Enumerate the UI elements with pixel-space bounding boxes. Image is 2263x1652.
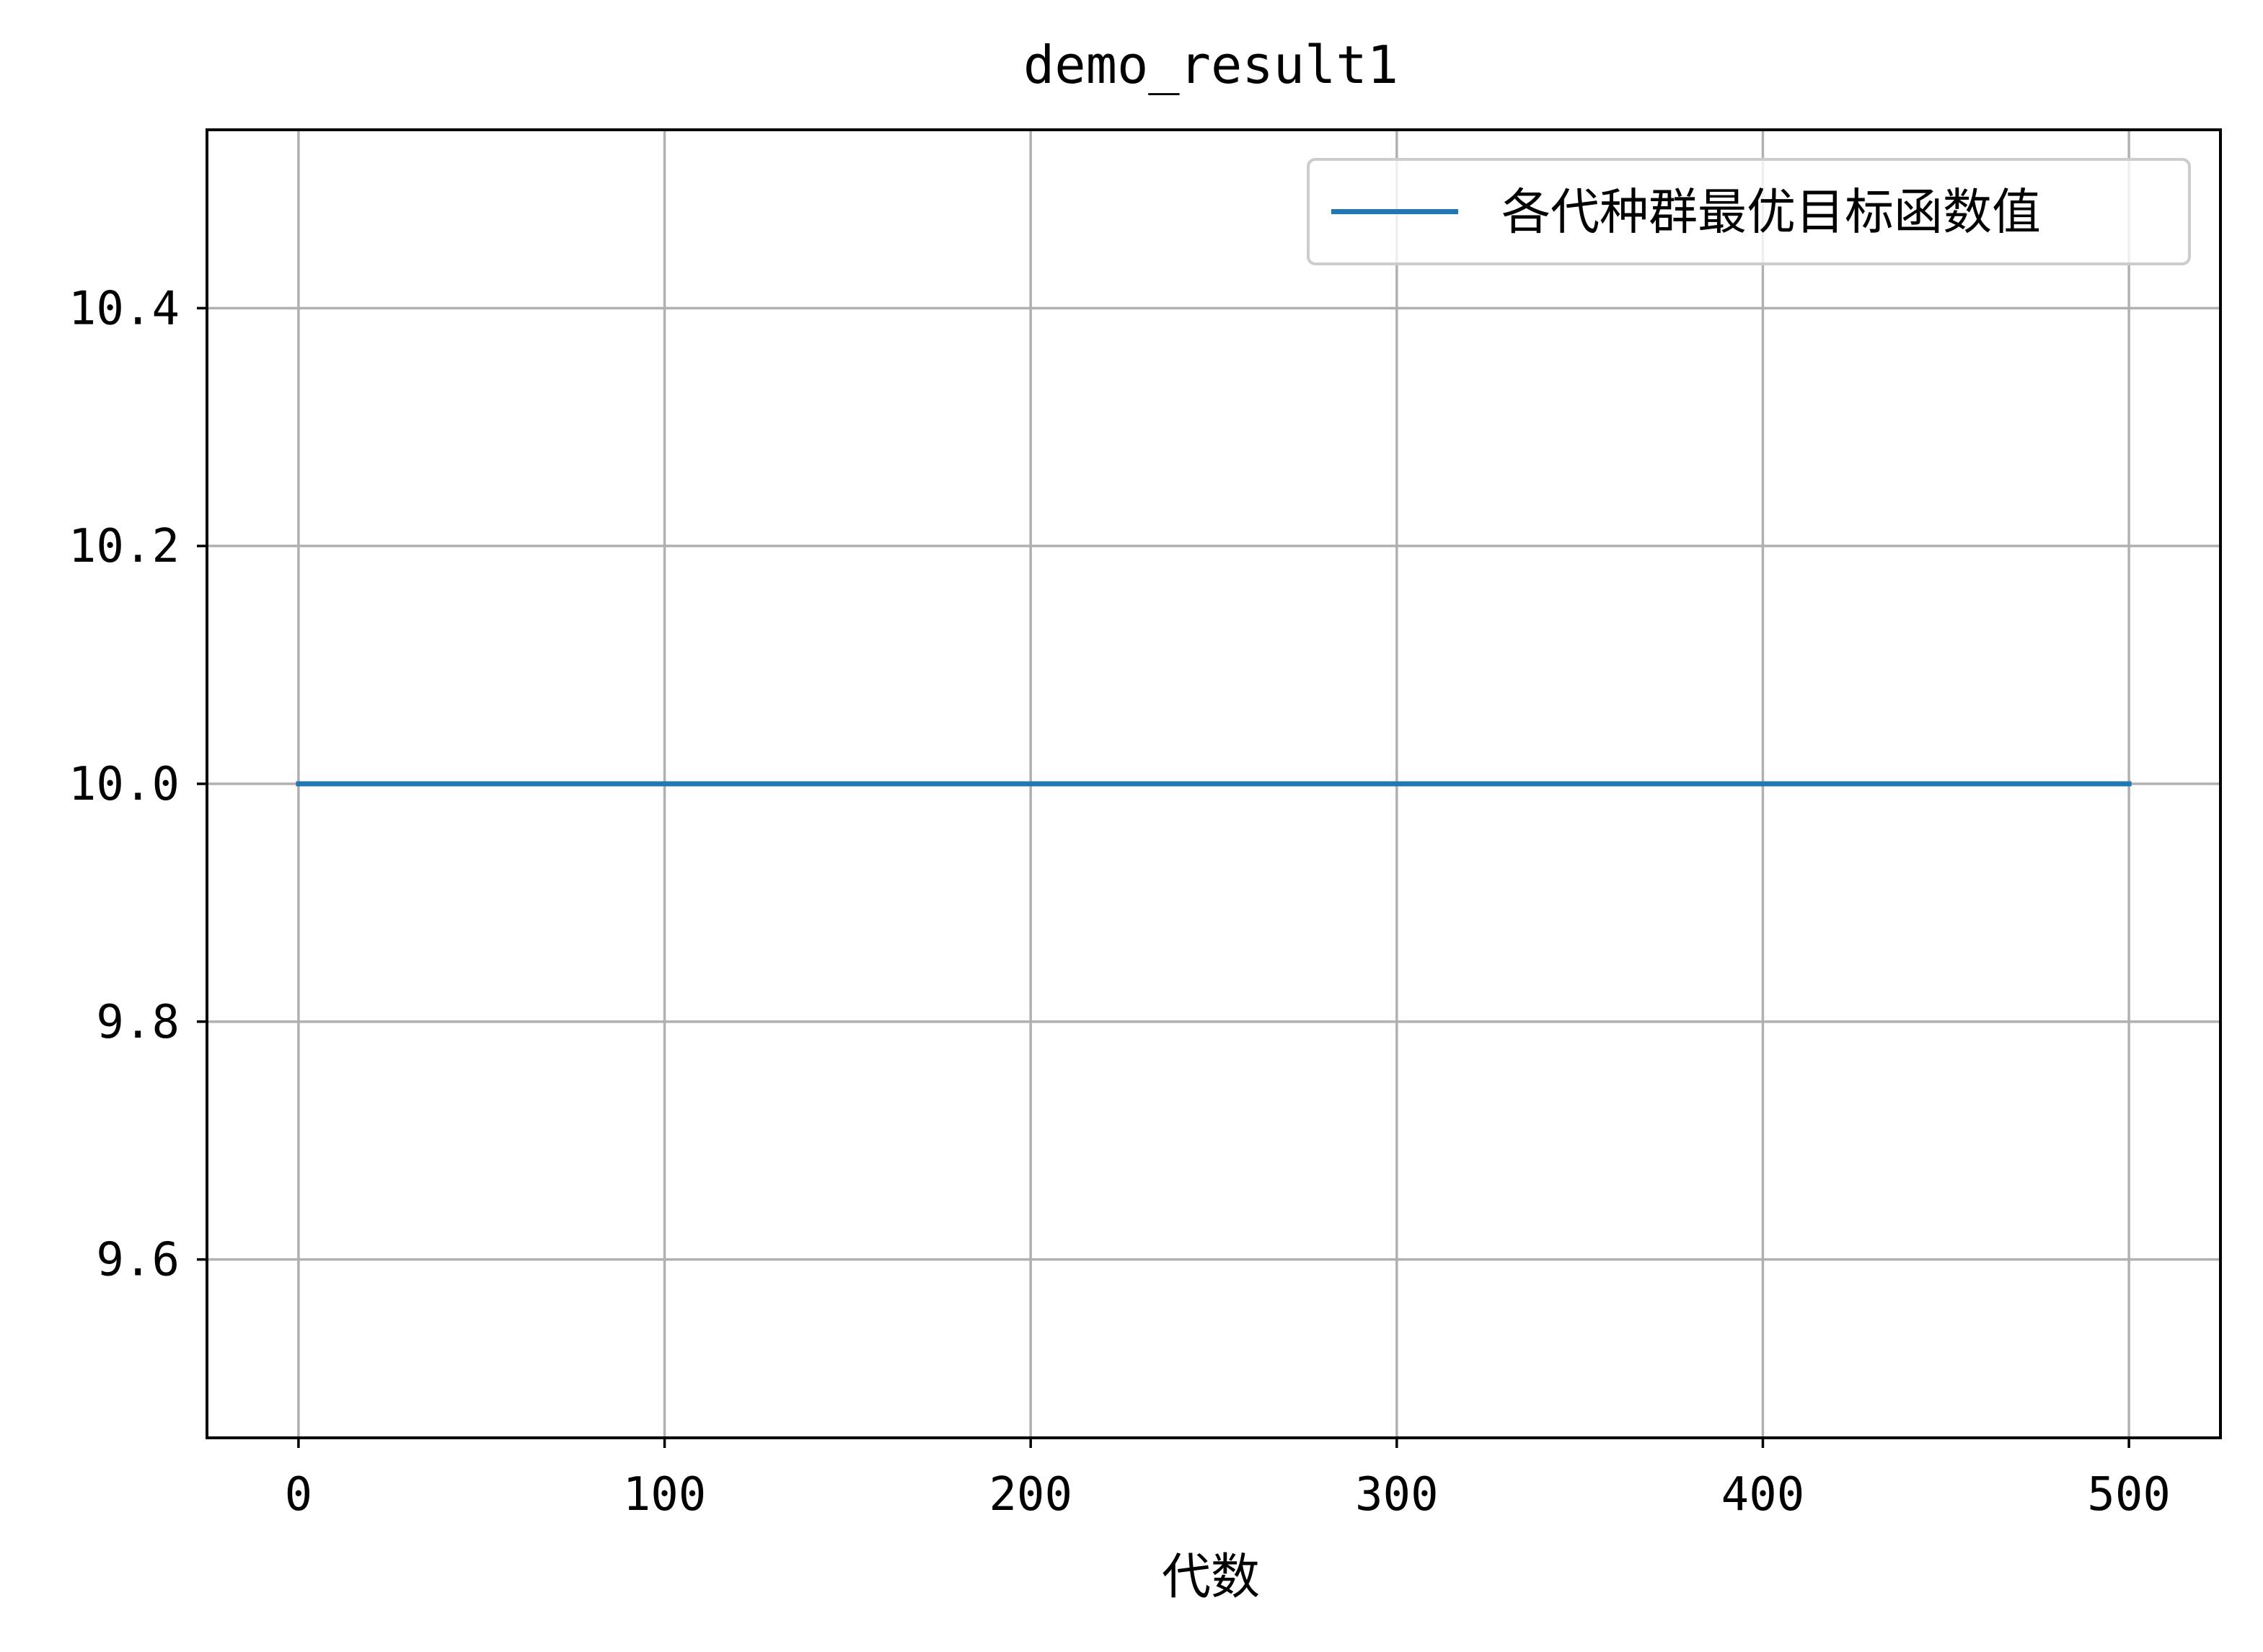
x-axis: 0 100 200 300 400 500 xyxy=(285,1438,2171,1521)
y-axis: 9.6 9.8 10.0 10.2 10.4 xyxy=(69,282,207,1287)
chart-title: demo_result1 xyxy=(1023,35,1398,95)
legend-box xyxy=(1307,158,2191,265)
x-tick-label: 0 xyxy=(285,1468,313,1521)
x-tick-label: 400 xyxy=(1721,1468,1805,1521)
x-tick-label: 500 xyxy=(2087,1468,2171,1521)
x-tick-label: 100 xyxy=(623,1468,707,1521)
legend: 各代种群最优目标函数值 xyxy=(1307,158,2191,265)
x-tick-label: 300 xyxy=(1355,1468,1439,1521)
legend-label: 各代种群最优目标函数值 xyxy=(1501,185,2041,242)
y-tick-label: 10.2 xyxy=(69,520,180,573)
y-tick-label: 10.0 xyxy=(69,758,180,811)
y-tick-label: 9.6 xyxy=(96,1234,180,1287)
y-tick-label: 10.4 xyxy=(69,282,180,335)
x-tick-label: 200 xyxy=(989,1468,1072,1521)
y-tick-label: 9.8 xyxy=(96,996,180,1049)
x-axis-label: 代数 xyxy=(1162,1549,1260,1606)
